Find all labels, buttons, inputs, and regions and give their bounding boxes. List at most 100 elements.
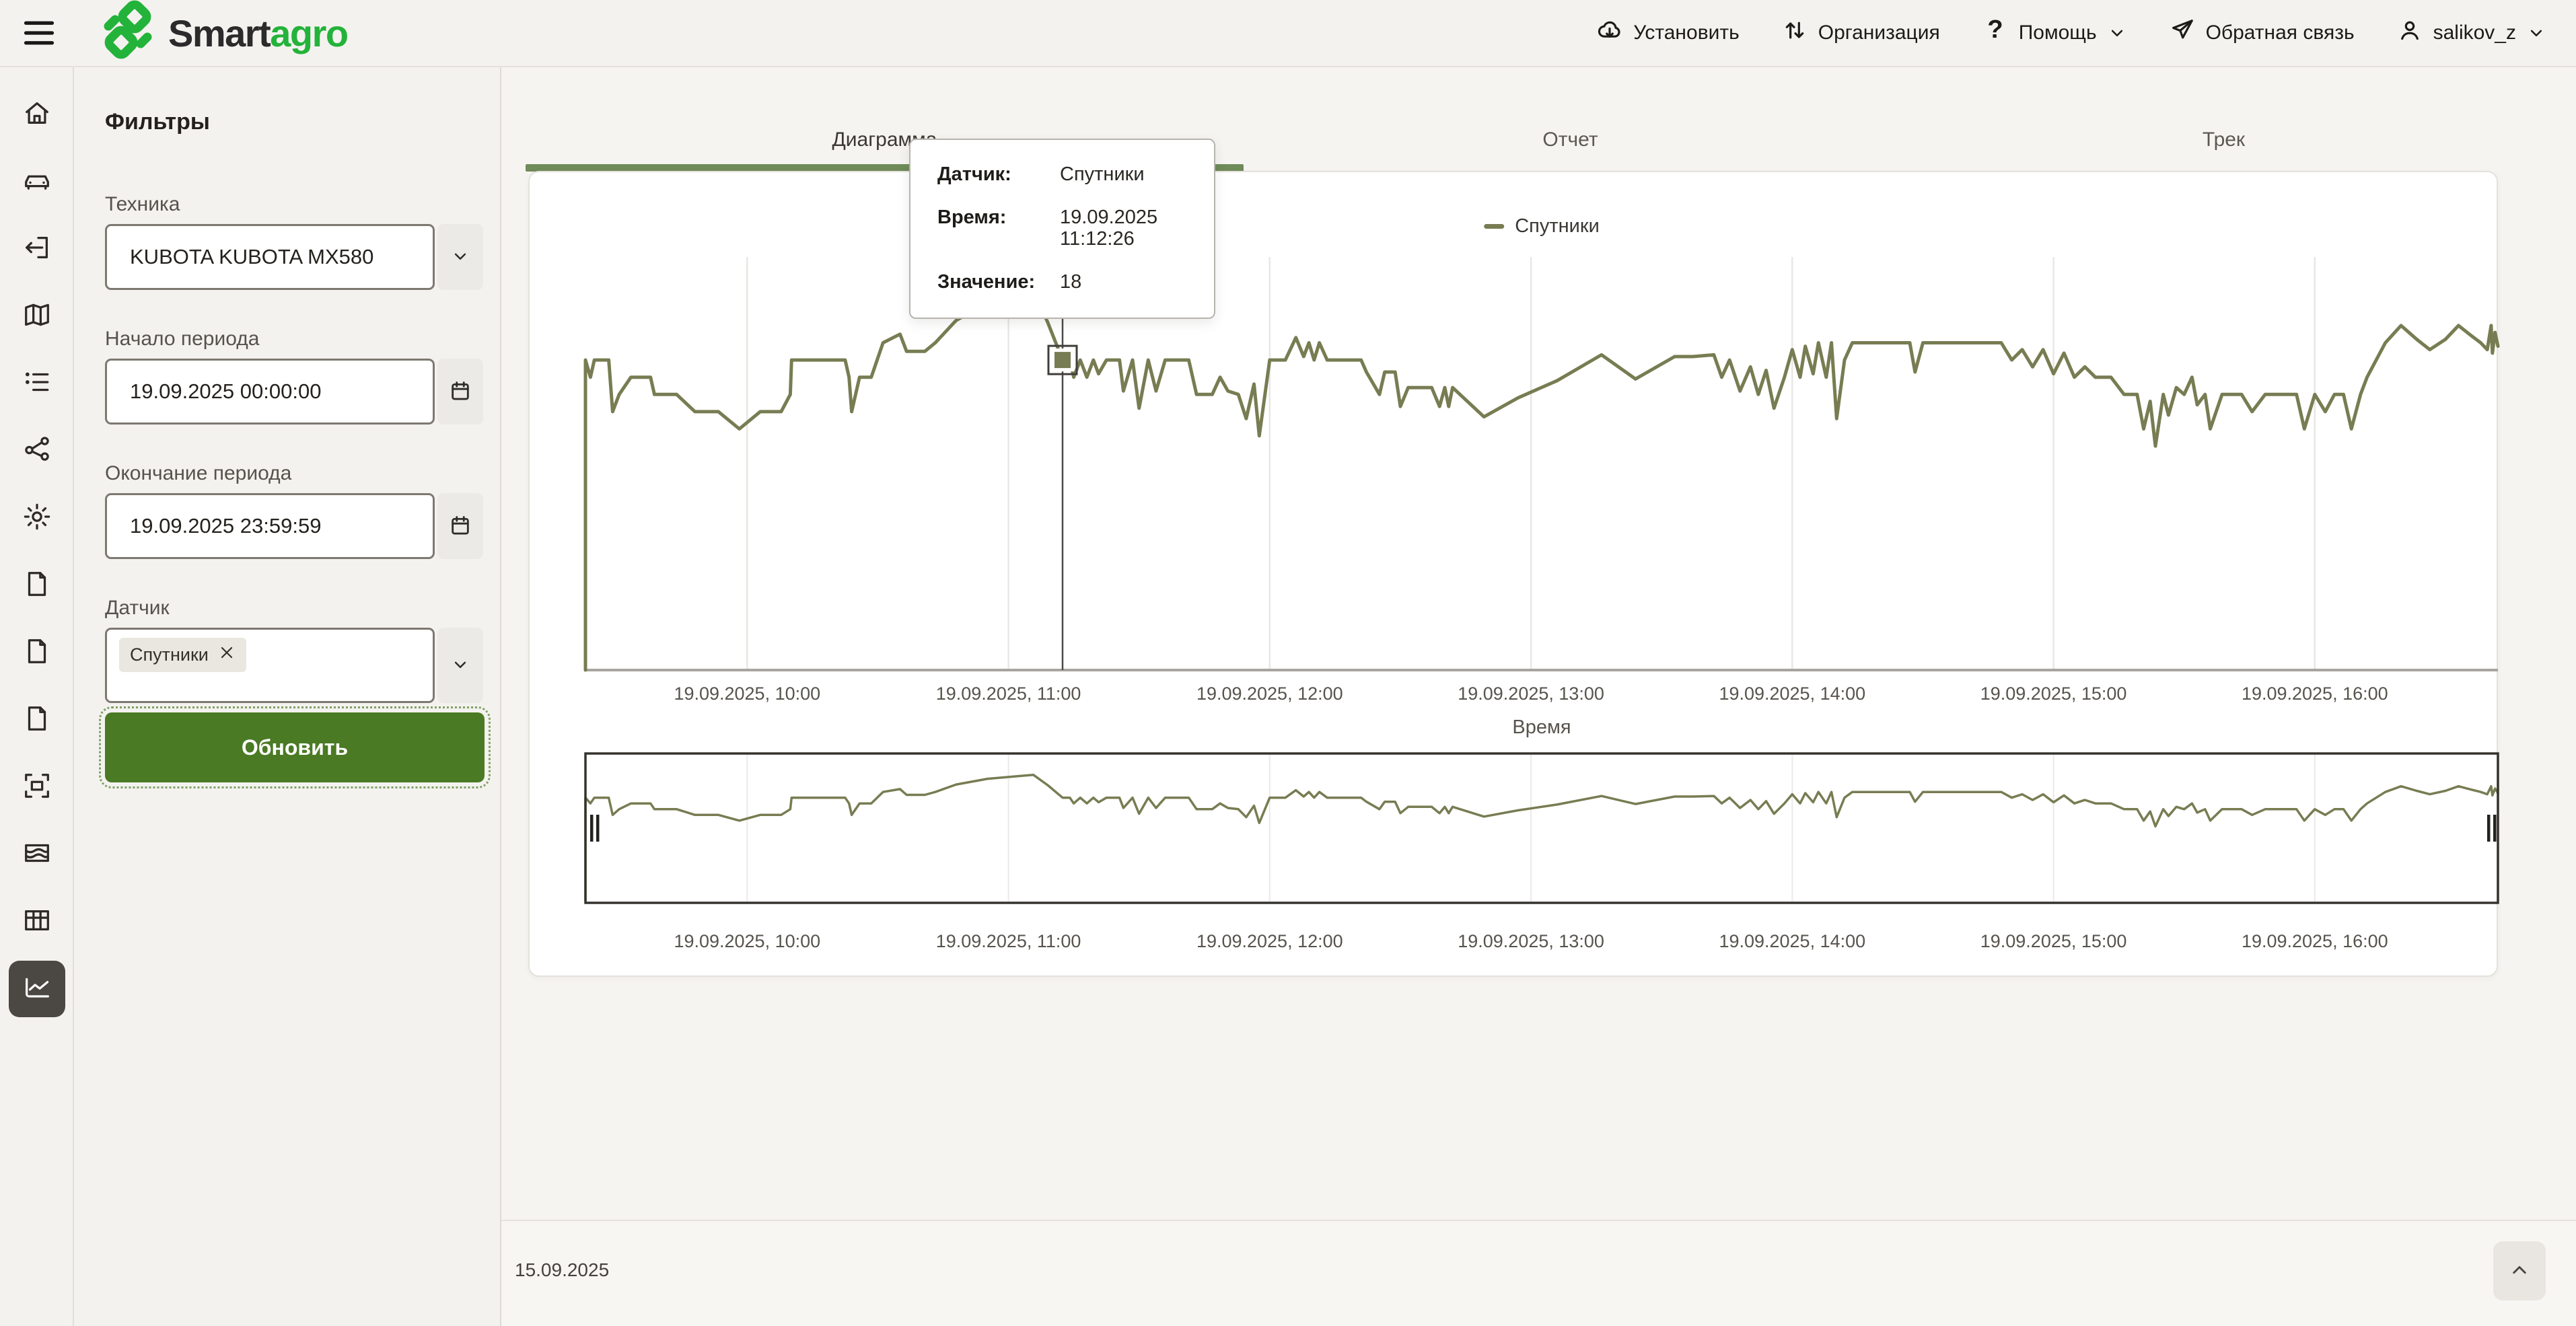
tooltip-row-value: 18 xyxy=(1060,270,1082,293)
nav-item-user[interactable]: salikov_z xyxy=(2396,17,2546,49)
chevron-down-icon xyxy=(450,246,470,268)
period-start-input[interactable] xyxy=(105,359,435,425)
footer-divider xyxy=(501,1220,2576,1221)
series-line xyxy=(583,289,2500,672)
paper-plane-icon xyxy=(2169,17,2196,49)
menu-icon[interactable] xyxy=(20,14,58,52)
nav-item-organization[interactable]: Организация xyxy=(1781,17,1940,49)
technic-label: Техника xyxy=(105,193,180,215)
line-chart-icon xyxy=(22,972,52,1006)
refresh-button[interactable]: Обновить xyxy=(99,706,491,788)
filters-panel: Фильтры Техника Начало периода Окончание… xyxy=(74,67,501,1326)
nav-item-label: Помощь xyxy=(2018,22,2097,44)
tooltip-row-label: Датчик: xyxy=(937,163,1011,185)
import-icon xyxy=(22,232,52,266)
sidebar-item-map[interactable] xyxy=(9,288,65,344)
map-icon xyxy=(22,299,52,334)
sidebar-item-table[interactable] xyxy=(9,893,65,950)
brush-handle-left[interactable] xyxy=(590,815,600,842)
nav-item-label: Обратная связь xyxy=(2205,22,2355,44)
calendar-icon xyxy=(449,379,472,404)
x-tick-label: 19.09.2025, 15:00 xyxy=(1980,684,2127,704)
main-area: Диаграмма Отчет Трек Спутники 19.09.2025, … xyxy=(501,67,2576,1326)
sidebar-item-home[interactable] xyxy=(9,86,65,143)
scroll-to-top-button[interactable] xyxy=(2493,1241,2546,1300)
x-tick-label: 19.09.2025, 14:00 xyxy=(1719,931,1865,951)
sidebar-item-share[interactable] xyxy=(9,422,65,479)
vehicle-icon xyxy=(22,165,52,199)
calendar-icon xyxy=(449,514,472,539)
sidebar-item-import[interactable] xyxy=(9,221,65,277)
period-start-label: Начало периода xyxy=(105,328,260,350)
tooltip-row-label: Время: xyxy=(937,206,1007,228)
user-icon xyxy=(2396,17,2423,49)
x-tick-label: 19.09.2025, 13:00 xyxy=(1458,931,1604,951)
sidebar-item-terrain[interactable] xyxy=(9,826,65,883)
nav-item-label: salikov_z xyxy=(2433,22,2516,44)
chevron-down-icon xyxy=(2526,23,2546,43)
x-tick-label: 19.09.2025, 16:00 xyxy=(2242,931,2388,951)
chevron-down-icon xyxy=(2107,23,2127,43)
series-line-mini xyxy=(584,773,2499,902)
chart-card: Спутники 19.09.2025, 10:00 19.09.2025, 11… xyxy=(528,171,2500,977)
nav-item-feedback[interactable]: Обратная связь xyxy=(2169,17,2355,49)
nav-item-help[interactable]: ? Помощь xyxy=(1982,15,2127,49)
tab-bar: Диаграмма Отчет Трек xyxy=(526,108,2550,172)
x-tick-label: 19.09.2025, 10:00 xyxy=(674,931,820,951)
x-tick-label: 19.09.2025, 12:00 xyxy=(1196,931,1343,951)
sensor-dropdown-button[interactable] xyxy=(437,628,483,703)
document-icon xyxy=(22,636,52,670)
remove-tag-icon[interactable] xyxy=(218,644,236,666)
brand-logo[interactable]: Smartagro xyxy=(97,0,349,69)
period-end-calendar-button[interactable] xyxy=(437,493,483,559)
tooltip-row-value: 19.09.2025 11:12:26 xyxy=(1060,206,1158,250)
tab-отчет[interactable]: Отчет xyxy=(1244,108,1897,172)
x-tick-label: 19.09.2025, 10:00 xyxy=(674,684,820,704)
filters-title: Фильтры xyxy=(105,109,210,135)
x-tick-label: 19.09.2025, 14:00 xyxy=(1719,684,1865,704)
terrain-icon xyxy=(22,838,52,872)
home-icon xyxy=(22,98,52,132)
sidebar-item-list[interactable] xyxy=(9,355,65,412)
sidebar-item-document[interactable] xyxy=(9,624,65,681)
sidebar-item-vehicle[interactable] xyxy=(9,153,65,210)
sensor-tag: Спутники xyxy=(119,638,246,672)
tooltip-row-value: Спутники xyxy=(1060,163,1145,185)
footer-date: 15.09.2025 xyxy=(515,1259,610,1280)
period-end-label: Окончание периода xyxy=(105,462,292,484)
header-nav: Установить Организация? Помощь Обратная свя… xyxy=(1596,15,2546,49)
chart-legend[interactable]: Спутники xyxy=(1484,215,1600,237)
table-icon xyxy=(22,905,52,939)
brand-logo-icon xyxy=(97,0,159,69)
swap-arrows-icon xyxy=(1781,17,1808,49)
question-icon: ? xyxy=(1982,15,2009,49)
sidebar-item-document[interactable] xyxy=(9,692,65,748)
brush-frame xyxy=(584,752,2499,904)
document-icon xyxy=(22,568,52,603)
document-icon xyxy=(22,703,52,737)
sidebar-item-settings[interactable] xyxy=(9,490,65,546)
x-axis-title: Время xyxy=(1512,716,1571,738)
period-end-input[interactable] xyxy=(105,493,435,559)
x-tick-label: 19.09.2025, 16:00 xyxy=(2242,684,2388,704)
sidebar-item-field-select[interactable] xyxy=(9,759,65,815)
x-tick-label: 19.09.2025, 11:00 xyxy=(936,931,1081,951)
period-start-calendar-button[interactable] xyxy=(437,359,483,425)
brush-handle-right[interactable] xyxy=(2487,815,2497,842)
tab-label: Отчет xyxy=(1542,128,1598,151)
x-tick-label: 19.09.2025, 12:00 xyxy=(1196,684,1343,704)
brand-name: Smartagro xyxy=(168,11,349,54)
technic-input[interactable] xyxy=(105,224,435,290)
sidebar-item-line-chart-active[interactable] xyxy=(9,961,65,1017)
technic-dropdown-button[interactable] xyxy=(437,224,483,290)
svg-text:?: ? xyxy=(1987,17,2003,44)
nav-item-install[interactable]: Установить xyxy=(1596,17,1740,49)
sensor-multiselect[interactable]: Спутники xyxy=(105,628,435,703)
overview-brush-chart[interactable]: 19.09.2025, 10:00 19.09.2025, 11:00 19.09.… xyxy=(530,752,2499,974)
sidebar-item-document[interactable] xyxy=(9,557,65,614)
tooltip-row: Значение: 18 xyxy=(937,270,1187,293)
main-chart[interactable]: 19.09.2025, 10:00 19.09.2025, 11:00 19.09.… xyxy=(530,172,2500,752)
tab-label: Трек xyxy=(2202,128,2246,151)
tab-трек[interactable]: Трек xyxy=(1897,108,2550,172)
